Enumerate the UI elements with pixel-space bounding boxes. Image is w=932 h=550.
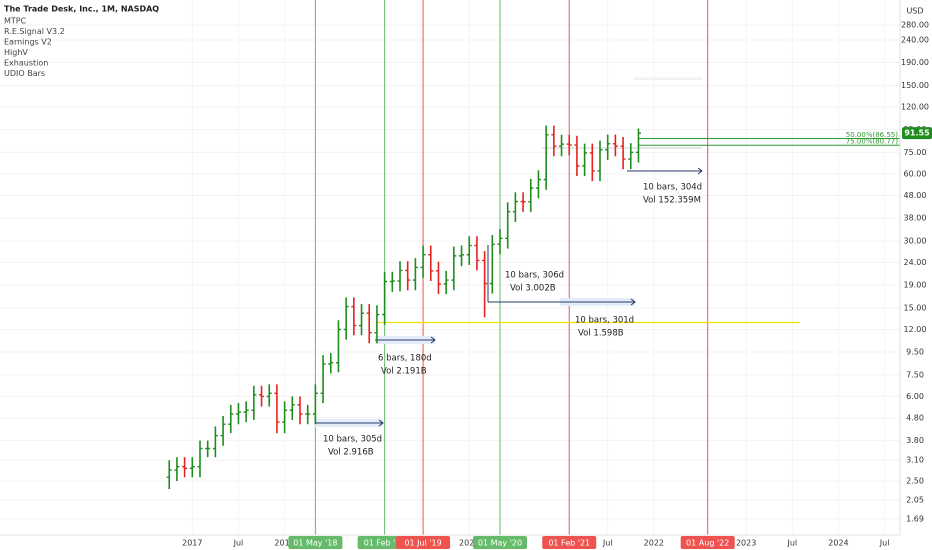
last-price-label: 91.55 [904, 129, 930, 138]
y-tick-label: 280.00 [901, 21, 929, 30]
measure-label: Vol 152.359M [643, 196, 701, 206]
measure-label: 10 bars, 304d [643, 183, 702, 193]
y-tick-label: 19.00 [904, 281, 927, 290]
x-tick-label: Jul [879, 539, 890, 548]
x-tick-label: 01 Feb '21 [548, 539, 590, 548]
measure-boxes [315, 77, 703, 427]
bars-layer [166, 125, 641, 490]
y-tick-label: 4.80 [906, 413, 924, 422]
x-tick-label: 2023 [736, 539, 756, 548]
y-tick-label: 48.00 [904, 191, 927, 200]
y-tick-label: 3.80 [906, 436, 924, 445]
x-tick-label: 2022 [644, 539, 664, 548]
level-label: 75.00%(80.77) [846, 138, 898, 146]
x-tick-label: 01 Aug '22 [686, 539, 729, 548]
measure-label: 10 bars, 301d [575, 316, 634, 326]
level-label: 50.00%(86.55) [846, 131, 898, 139]
grid-layer [0, 24, 900, 520]
marker-badge [473, 536, 527, 549]
legend: The Trade Desk, Inc., 1M, NASDAQ MTPCR.E… [4, 5, 159, 79]
x-tick-label: 01 May '18 [293, 539, 337, 548]
y-tick-label: 6.00 [906, 392, 924, 401]
last-price-badge [902, 127, 932, 140]
x-tick-label: 01 Jul '19 [404, 539, 441, 548]
marker-badge [396, 536, 451, 549]
y-tick-label: 38.00 [904, 214, 927, 223]
y-tick-label: 120.00 [901, 102, 929, 111]
indicator-label: MTPC [4, 17, 27, 26]
price-axis [900, 0, 932, 550]
y-tick-label: 30.00 [904, 236, 927, 245]
indicator-label: Earnings V2 [4, 38, 52, 47]
y-tick-label: 60.00 [904, 169, 927, 178]
measure-labels: 10 bars, 305d Vol 2.916B 6 bars, 180d Vo… [323, 183, 702, 458]
marker-badge [680, 536, 735, 549]
x-tick-label: 01 Feb '19 [364, 539, 406, 548]
y-tick-label: 12.00 [904, 325, 927, 334]
indicator-label: UDIO Bars [4, 69, 45, 78]
marker-badge [542, 536, 597, 549]
axis-labels: 1.69 2.05 2.50 3.10 3.80 4.80 6.00 7.50 9.50 12.0… [182, 21, 932, 549]
x-tick-label: 2024 [828, 539, 848, 548]
measure-label: 10 bars, 306d [505, 271, 564, 281]
y-tick-label: 3.10 [906, 456, 924, 465]
projection-line [633, 77, 703, 80]
y-tick-label: 15.00 [904, 303, 927, 312]
measure-label: Vol 2.916B [328, 448, 374, 458]
x-tick-label: 2018 [274, 539, 294, 548]
y-tick-label: 1.69 [906, 514, 924, 523]
x-tick-label: Jul [786, 539, 797, 548]
measure-label: Vol 3.002B [510, 284, 556, 294]
indicator-label: Exhaustion [4, 59, 48, 68]
arrow-head [697, 167, 703, 175]
x-tick-label: Jul [233, 539, 244, 548]
marker-badge [288, 536, 343, 549]
y-tick-label: 75.00 [904, 148, 927, 157]
arrow-head [630, 298, 636, 306]
indicator-label: HighV [4, 48, 28, 57]
arrow-head [430, 336, 436, 344]
x-tick-label: 2017 [182, 539, 202, 548]
measure-label: 6 bars, 180d [378, 354, 432, 364]
measure-label: Vol 1.598B [578, 329, 624, 339]
y-tick-label: 2.05 [906, 496, 924, 505]
y-tick-label: 150.00 [901, 81, 929, 90]
chart-title: The Trade Desk, Inc., 1M, NASDAQ [4, 5, 159, 14]
x-tick-label: 2020 [459, 539, 479, 548]
y-tick-label: 7.50 [906, 370, 924, 379]
measure-label: 10 bars, 305d [323, 435, 382, 445]
indicator-label: R.E.Signal V3.2 [4, 27, 65, 36]
x-tick-label: Jul [602, 539, 613, 548]
measure-label: Vol 2.191B [381, 367, 427, 377]
y-tick-label: 2.50 [906, 477, 924, 486]
y-tick-label: 190.00 [901, 58, 929, 67]
y-tick-label: 240.00 [901, 35, 929, 44]
currency-label: USD [906, 7, 923, 16]
arrow-head [378, 419, 384, 427]
y-tick-label: 24.00 [904, 258, 927, 267]
y-tick-label: 9.50 [906, 348, 924, 357]
x-tick-label: 01 May '20 [478, 539, 522, 548]
levels-layer: 50.00%(86.55)75.00%(80.77) [376, 131, 900, 324]
